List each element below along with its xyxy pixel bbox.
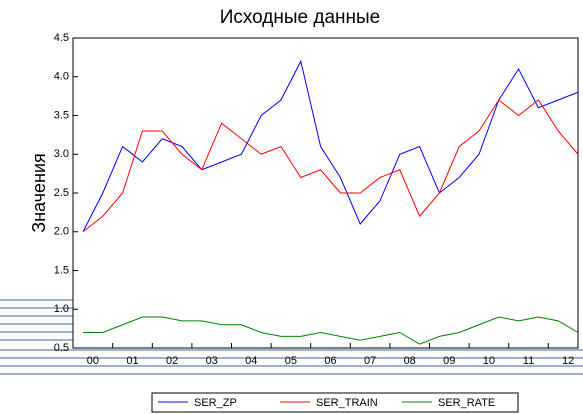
y-tick-label: 4.5 <box>54 32 69 44</box>
legend <box>151 392 519 413</box>
y-tick-label: 4.0 <box>54 71 69 83</box>
x-tick-label: 04 <box>245 355 257 367</box>
legend-label: SER_RATE <box>438 397 495 409</box>
y-tick-label: 1.5 <box>54 264 69 276</box>
decor <box>0 299 583 375</box>
x-tick-label: 02 <box>166 355 178 367</box>
x-tick-label: 08 <box>404 355 416 367</box>
plot-area <box>72 37 579 349</box>
x-tick-label: 05 <box>285 355 297 367</box>
x-tick-label: 06 <box>324 355 336 367</box>
series-line <box>82 59 579 232</box>
x-tick-label: 12 <box>562 355 574 367</box>
series-line <box>83 316 579 345</box>
y-tick-label: 3.0 <box>54 148 69 160</box>
chart-title: Исходные данные <box>220 7 381 28</box>
x-tick-label: 07 <box>364 355 376 367</box>
x-tick-label: 10 <box>483 355 495 367</box>
y-tick-label: 2.5 <box>54 187 69 199</box>
x-tick-label: 01 <box>126 355 138 367</box>
y-tick-label: 1.0 <box>54 303 69 315</box>
x-tick-label: 11 <box>523 355 534 367</box>
y-tick-label: 2.0 <box>54 226 69 238</box>
y-tick-label: 0.5 <box>54 342 69 354</box>
legend-label: SER_ZP <box>194 397 237 409</box>
x-tick-label: 09 <box>443 355 455 367</box>
legend-label: SER_TRAIN <box>316 397 378 409</box>
series-line <box>82 99 579 233</box>
x-tick-label: 00 <box>87 355 99 367</box>
y-axis-label: Значения <box>29 153 49 233</box>
y-tick-label: 3.5 <box>54 109 69 121</box>
x-tick-label: 03 <box>206 355 218 367</box>
